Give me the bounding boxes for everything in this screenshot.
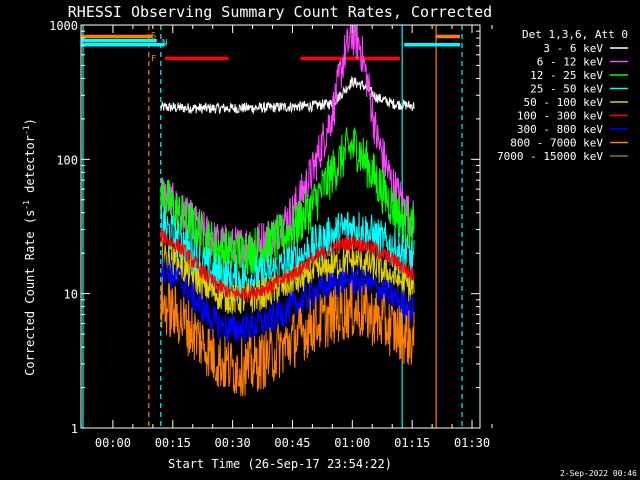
legend-title: Det 1,3,6, Att 0 [522, 28, 628, 41]
x-tick-label: 01:30 [454, 436, 490, 450]
legend-label-1: 6 - 12 keV [537, 56, 604, 69]
y-tick-label: 100 [56, 153, 78, 167]
y-axis-label-exp1: -1 [22, 200, 31, 210]
x-tick-label: 00:15 [155, 436, 191, 450]
y-axis-label-exp2: -1 [22, 125, 31, 135]
y-axis-label: Corrected Count Rate (s-1 detector-1) [22, 118, 37, 376]
footer-date: 2-Sep-2022 00:46 [560, 469, 637, 478]
legend-label-0: 3 - 6 keV [543, 42, 603, 55]
series-trace-7 [160, 276, 415, 397]
series-trace-5 [160, 228, 415, 303]
plot-frame [80, 24, 481, 429]
legend-label-3: 25 - 50 keV [530, 83, 603, 96]
series-trace-2 [160, 127, 415, 276]
y-tick-label: 1000 [49, 19, 78, 33]
y-axis-label-mid: detector [23, 135, 37, 200]
legend-label-4: 50 - 100 keV [524, 96, 604, 109]
x-tick-label: 00:00 [95, 436, 131, 450]
plot-marks: SNF [81, 25, 463, 428]
x-tick-label: 00:45 [274, 436, 310, 450]
y-axis-label-end: ) [23, 118, 37, 125]
legend-label-6: 300 - 800 keV [517, 123, 603, 136]
legend-label-8: 7000 - 15000 keV [497, 150, 603, 163]
flag-label-S: S [151, 32, 156, 42]
chart-title: RHESSI Observing Summary Count Rates, Co… [68, 3, 492, 21]
legend-label-7: 800 - 7000 keV [510, 137, 603, 150]
legend-label-2: 12 - 25 keV [530, 69, 603, 82]
x-axis-label: Start Time (26-Sep-17 23:54:22) [168, 457, 392, 471]
legend-label-5: 100 - 300 keV [517, 110, 603, 123]
y-tick-label: 10 [64, 288, 78, 302]
series-trace-0 [160, 75, 415, 115]
x-tick-label: 01:00 [334, 436, 370, 450]
flag-label-N: N [162, 39, 167, 49]
series-trace-6 [160, 255, 415, 345]
flag-label-F: F [151, 55, 156, 65]
y-axis-label-main: Corrected Count Rate (s [23, 210, 37, 376]
y-tick-label: 1 [71, 422, 78, 436]
x-tick-label: 01:15 [394, 436, 430, 450]
axes: 1 10 100 1000 00:00 00:15 00:30 00:45 01:00 01:15… [49, 19, 493, 450]
series-trace-3 [160, 205, 415, 301]
x-tick-label: 00:30 [215, 436, 251, 450]
